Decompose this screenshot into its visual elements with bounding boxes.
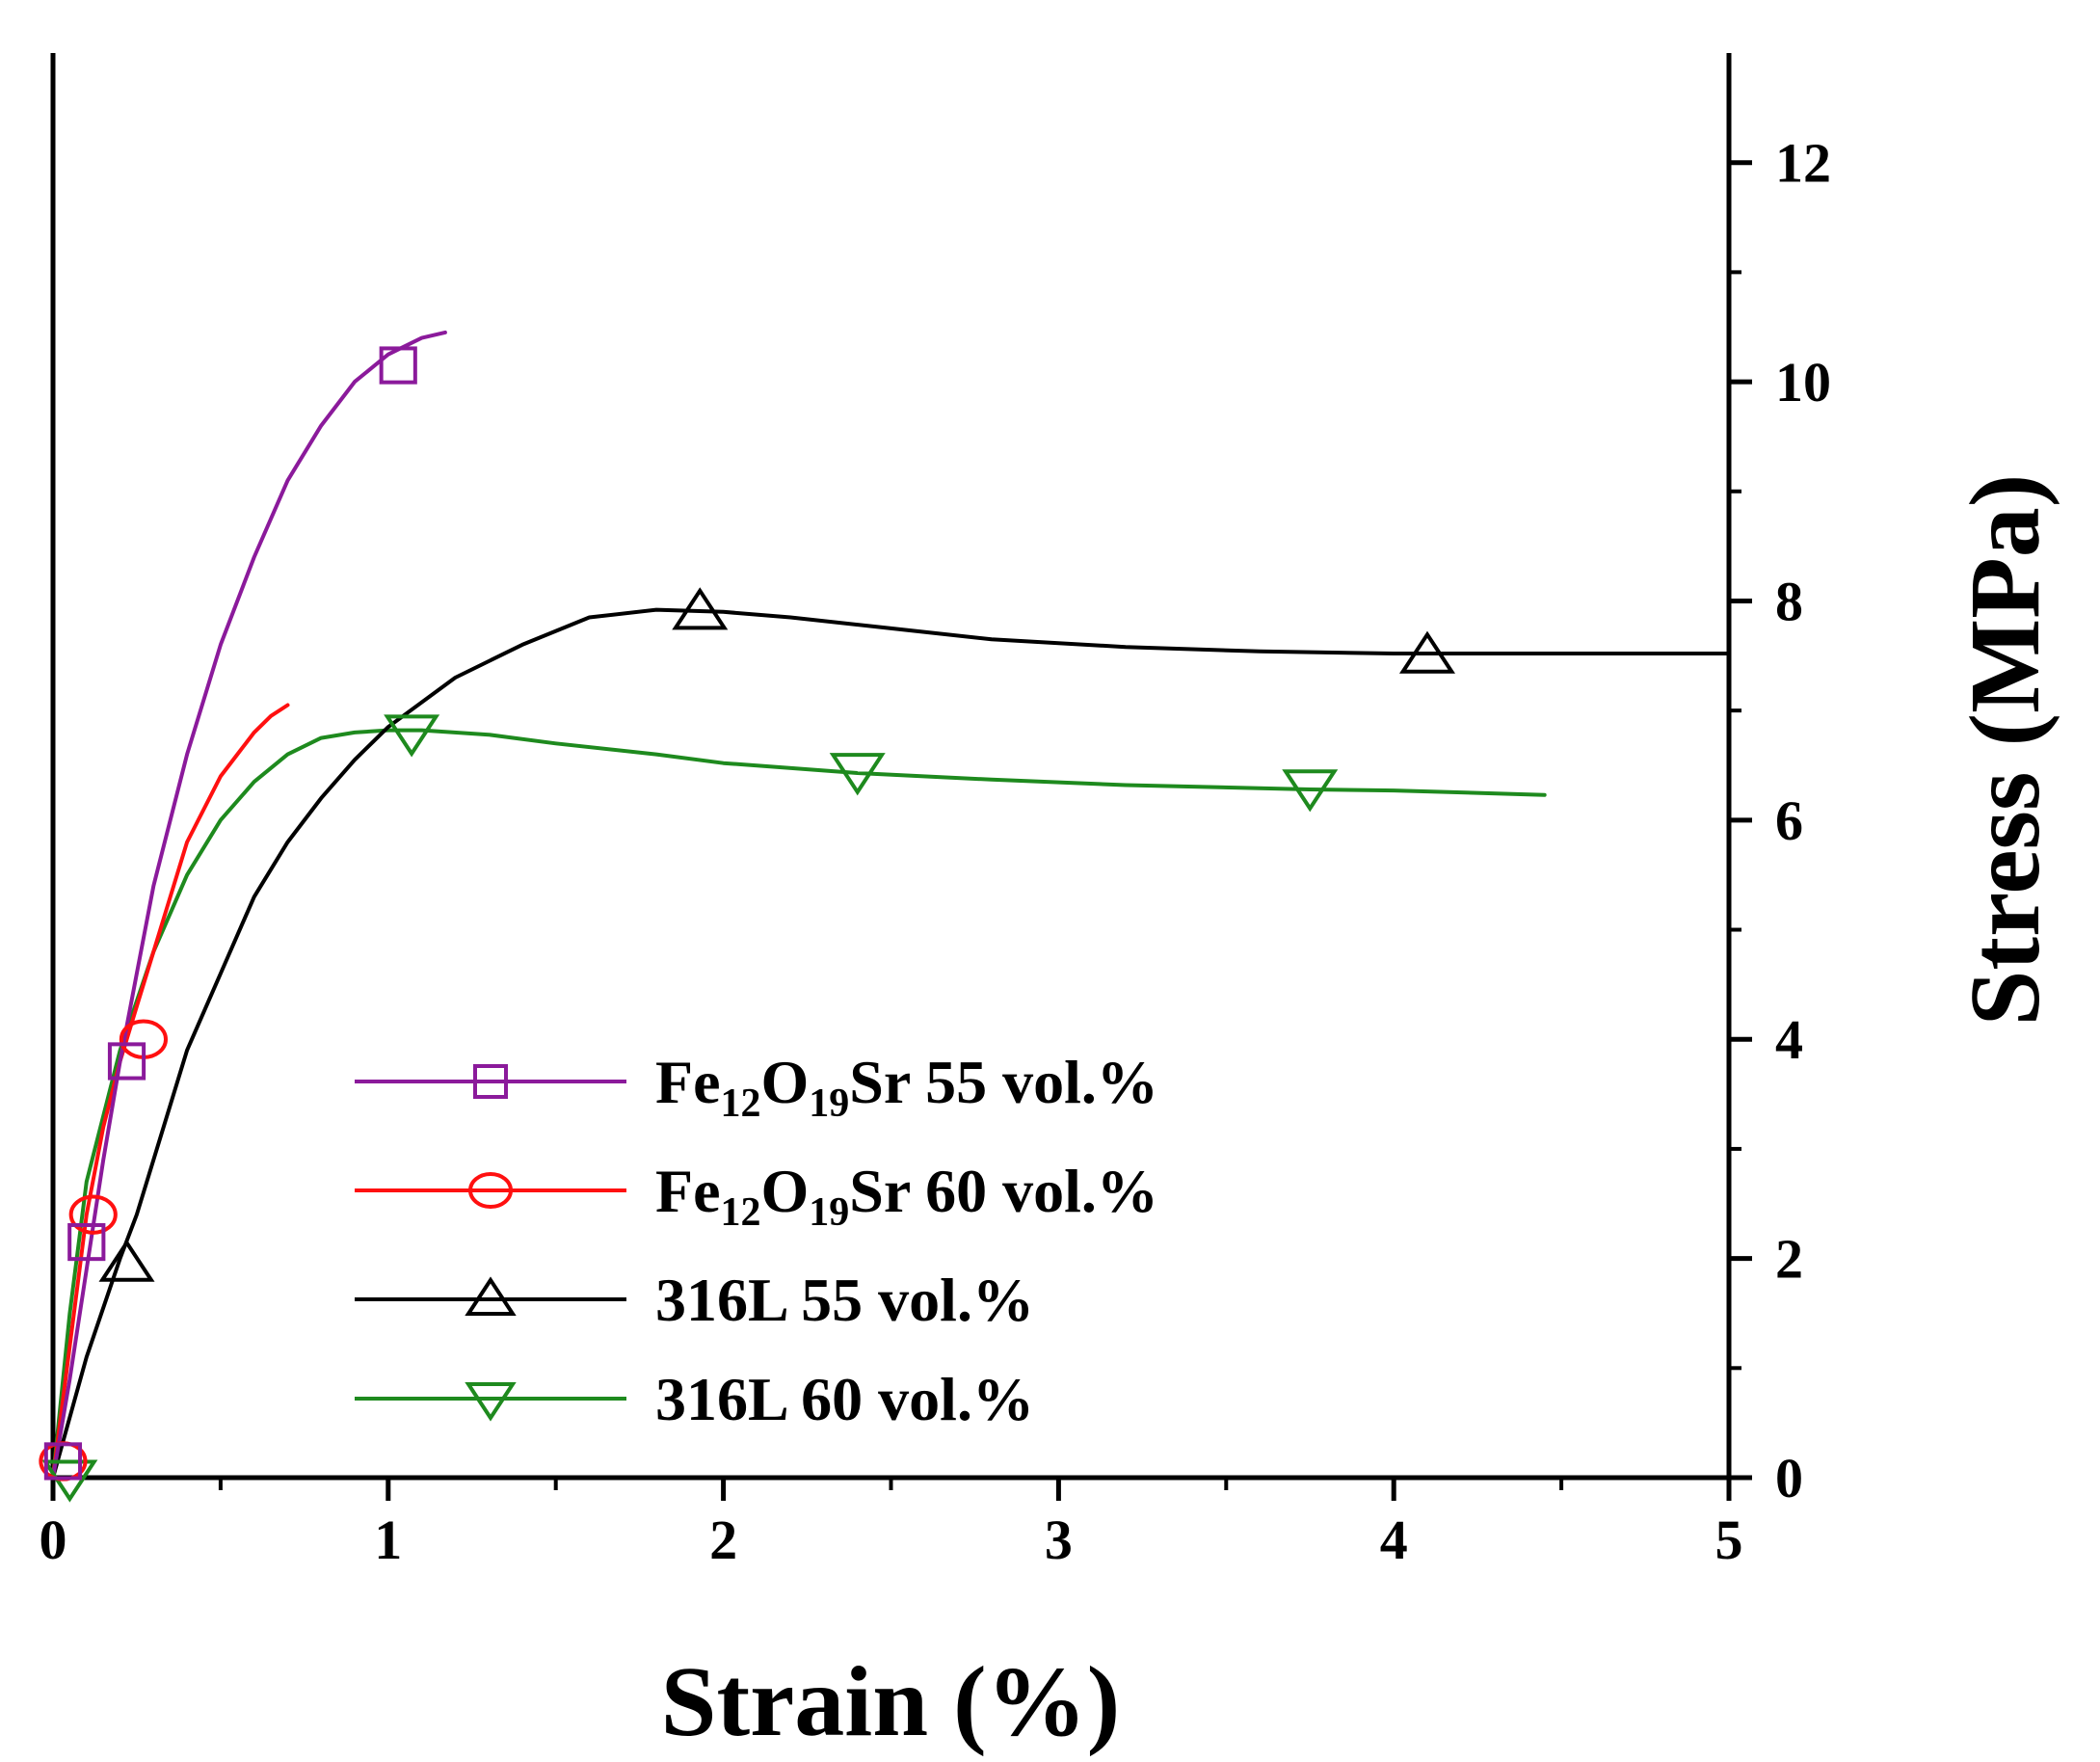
- x-ticks: 0 1 2 3 4 5: [40, 1478, 1743, 1571]
- series-marker: [1282, 769, 1339, 813]
- y-tick-label: 4: [1775, 1008, 1803, 1071]
- series-marker: [43, 1442, 83, 1481]
- series-line: [51, 607, 1731, 1480]
- legend-label: Fe12O19Sr 55 vol.%: [655, 1048, 1158, 1126]
- plot-frame: [50, 53, 1732, 1481]
- series-marker: [379, 346, 417, 385]
- legend-entry: Fe12O19Sr 60 vol.%: [355, 1157, 1158, 1235]
- series-marker: [98, 1239, 155, 1282]
- series-marker: [67, 1222, 106, 1262]
- series-lines: [51, 330, 1731, 1480]
- series-marker: [1398, 630, 1455, 674]
- y-axis-title: Stress (MPa): [1950, 474, 2060, 1027]
- legend-marker: [465, 1382, 517, 1422]
- y-tick-label: 12: [1775, 132, 1831, 195]
- legend-label-part: 12: [721, 1190, 761, 1235]
- legend-entry: 316L 60 vol.%: [355, 1365, 1034, 1433]
- y-tick-label: 10: [1775, 351, 1831, 414]
- legend-label: 316L 60 vol.%: [655, 1365, 1034, 1433]
- y-tick-label: 0: [1775, 1447, 1803, 1509]
- legend-label-part: Fe: [655, 1048, 721, 1116]
- x-tick-label: 0: [40, 1508, 67, 1571]
- series-marker: [384, 714, 440, 758]
- legend-marker: [473, 1064, 508, 1099]
- x-tick-label: 2: [709, 1508, 737, 1571]
- y-tick-label: 6: [1775, 789, 1803, 852]
- series-line: [51, 703, 290, 1480]
- legend-label: 316L 55 vol.%: [655, 1266, 1034, 1334]
- x-tick-label: 5: [1715, 1508, 1743, 1571]
- legend-label-part: 316L 55 vol.%: [655, 1266, 1034, 1334]
- series-marker: [107, 1042, 146, 1081]
- legend-marker: [468, 1172, 513, 1209]
- x-tick-label: 4: [1380, 1508, 1408, 1571]
- legend-label-part: 12: [721, 1081, 761, 1126]
- legend-marker: [465, 1276, 517, 1316]
- legend-label-part: 316L 60 vol.%: [655, 1365, 1034, 1433]
- x-axis-title: Strain (%): [661, 1646, 1121, 1757]
- y-tick-label: 8: [1775, 570, 1803, 632]
- legend-label-part: 19: [809, 1190, 849, 1235]
- series-marker: [68, 1194, 118, 1235]
- legend-label-part: 19: [809, 1081, 849, 1126]
- legend-label-part: O: [761, 1157, 810, 1225]
- legend: Fe12O19Sr 55 vol.%Fe12O19Sr 60 vol.%316L…: [355, 1048, 1158, 1433]
- legend-entry: Fe12O19Sr 55 vol.%: [355, 1048, 1158, 1126]
- series-marker: [829, 753, 886, 796]
- y-tick-label: 2: [1775, 1228, 1803, 1291]
- legend-label-part: Fe: [655, 1157, 721, 1225]
- series-line: [51, 330, 447, 1480]
- legend-label-part: Sr 60 vol.%: [849, 1157, 1158, 1225]
- series-markers: [39, 346, 1455, 1503]
- series-marker: [672, 587, 729, 630]
- legend-label: Fe12O19Sr 60 vol.%: [655, 1157, 1158, 1235]
- legend-entry: 316L 55 vol.%: [355, 1266, 1034, 1334]
- legend-label-part: Sr 55 vol.%: [849, 1048, 1158, 1116]
- x-tick-label: 1: [374, 1508, 402, 1571]
- legend-label-part: O: [761, 1048, 810, 1116]
- x-tick-label: 3: [1045, 1508, 1073, 1571]
- y-ticks: 0 2 4 6 8 10 12: [1729, 132, 1831, 1509]
